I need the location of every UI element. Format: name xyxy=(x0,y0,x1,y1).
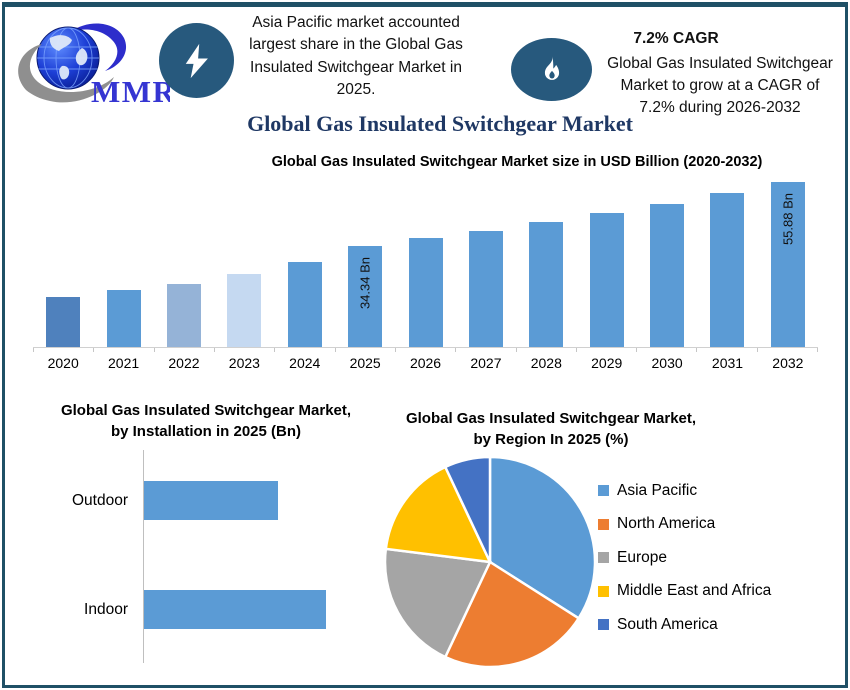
flame-badge xyxy=(511,38,592,101)
bar-column-2026 xyxy=(395,170,455,347)
category-label-indoor: Indoor xyxy=(84,600,128,618)
legend-marker-south-america xyxy=(598,619,609,631)
legend-label-europe: Europe xyxy=(617,548,667,566)
x-axis-label-2025: 2025 xyxy=(349,355,381,371)
legend-item-middle-east-and-africa: Middle East and Africa xyxy=(598,575,771,609)
bar-2023 xyxy=(227,274,262,347)
x-axis-label-2028: 2028 xyxy=(530,355,562,371)
x-axis-tick xyxy=(215,348,276,352)
bar-2027 xyxy=(468,230,503,347)
installation-y-axis-line xyxy=(143,450,144,663)
flame-icon xyxy=(544,55,559,80)
legend-marker-middle-east-and-africa xyxy=(598,585,609,597)
x-axis-label-2023: 2023 xyxy=(228,355,260,371)
mmr-logo-text: MMR xyxy=(91,74,170,106)
bar-column-2027 xyxy=(456,170,516,347)
x-axis-tick xyxy=(336,348,396,352)
installation-chart-title: Global Gas Insulated Switchgear Market, … xyxy=(60,402,352,440)
x-axis-label-2030: 2030 xyxy=(651,355,683,371)
x-axis-label-2024: 2024 xyxy=(289,355,321,371)
globe-icon xyxy=(18,23,127,103)
bar-column-2032: 55.88 Bn xyxy=(758,170,818,347)
x-axis-tick xyxy=(33,348,95,352)
x-axis-label-2022: 2022 xyxy=(168,355,200,371)
legend-label-north-america: North America xyxy=(617,515,716,533)
legend-item-europe: Europe xyxy=(598,541,771,575)
bar-indoor xyxy=(144,590,326,629)
legend-marker-asia-pacific xyxy=(598,485,609,497)
bar-column-2030 xyxy=(637,170,697,347)
bar-column-2029 xyxy=(577,170,637,347)
legend-label-asia-pacific: Asia Pacific xyxy=(617,481,698,499)
bar-2025: 34.34 Bn xyxy=(348,245,383,347)
market-size-x-axis xyxy=(33,347,819,352)
x-axis-tick xyxy=(94,348,155,352)
bar-column-2024 xyxy=(275,170,335,347)
legend-marker-europe xyxy=(598,552,609,564)
legend-item-south-america: South America xyxy=(598,608,771,642)
bar-column-2025: 34.34 Bn xyxy=(335,170,395,347)
bar-2024 xyxy=(287,262,322,347)
cagr-headline: 7.2% CAGR xyxy=(633,30,719,47)
bar-2032: 55.88 Bn xyxy=(770,182,805,347)
market-size-chart: Global Gas Insulated Switchgear Market s… xyxy=(22,148,834,383)
x-axis-label-2032: 2032 xyxy=(772,355,804,371)
market-size-x-labels: 2020 2021 2022 2023 2024 2025 2026 2027 2028 2029… xyxy=(33,355,818,371)
bar-2030 xyxy=(650,203,685,347)
bar-2026 xyxy=(408,238,443,347)
pie-slice-middle-east-and-africa xyxy=(384,465,493,564)
market-size-chart-title: Global Gas Insulated Switchgear Market s… xyxy=(271,154,763,170)
x-axis-label-2031: 2031 xyxy=(711,355,744,371)
x-axis-tick xyxy=(456,348,517,352)
bar-2031 xyxy=(710,193,745,347)
bar-value-label-2032: 55.88 Bn xyxy=(780,193,796,246)
installation-chart: Global Gas Insulated Switchgear Market, … xyxy=(15,388,387,675)
bar-2020 xyxy=(46,296,81,347)
bar-column-2021 xyxy=(93,170,153,347)
x-axis-tick xyxy=(517,348,577,352)
mmr-logo: MMR xyxy=(18,23,170,106)
x-axis-tick xyxy=(637,348,698,352)
region-legend: Asia Pacific North America Europe Middle Ea… xyxy=(598,474,771,642)
x-axis-label-2021: 2021 xyxy=(108,355,140,371)
bar-2021 xyxy=(106,290,141,347)
x-axis-tick xyxy=(697,348,758,352)
legend-item-north-america: North America xyxy=(598,508,771,542)
asia-pacific-highlight-text: Asia Pacific market accounted largest sh… xyxy=(249,14,463,99)
bar-column-2031 xyxy=(697,170,757,347)
legend-marker-north-america xyxy=(598,518,609,530)
x-axis-tick xyxy=(396,348,457,352)
legend-label-south-america: South America xyxy=(617,615,718,633)
lightning-badge xyxy=(159,23,234,98)
x-axis-tick xyxy=(758,348,819,352)
market-size-plot: 34.34 Bn 55.88 Bn xyxy=(33,170,818,347)
lightning-bolt-icon xyxy=(185,43,208,78)
bar-outdoor xyxy=(144,481,279,520)
legend-item-asia-pacific: Asia Pacific xyxy=(598,474,771,508)
region-chart-title: Global Gas Insulated Switchgear Market, … xyxy=(405,410,697,448)
cagr-description: Global Gas Insulated Switchgear Market t… xyxy=(607,55,833,116)
x-axis-tick xyxy=(275,348,336,352)
x-axis-tick xyxy=(577,348,638,352)
pie-slice-south-america xyxy=(443,455,492,563)
bar-value-label-2025: 34.34 Bn xyxy=(357,256,373,309)
pie-slice-europe xyxy=(383,547,492,659)
bar-2028 xyxy=(529,222,564,347)
bar-column-2020 xyxy=(33,170,93,347)
x-axis-label-2027: 2027 xyxy=(470,355,502,371)
page-title: Global Gas Insulated Switchgear Market xyxy=(247,111,633,136)
bar-column-2028 xyxy=(516,170,576,347)
bar-2022 xyxy=(166,283,201,347)
bar-2029 xyxy=(589,213,624,347)
region-pie xyxy=(383,455,597,669)
region-chart: Global Gas Insulated Switchgear Market, … xyxy=(380,392,846,684)
bar-column-2023 xyxy=(214,170,274,347)
x-axis-tick xyxy=(155,348,215,352)
x-axis-label-2020: 2020 xyxy=(47,355,79,371)
x-axis-label-2029: 2029 xyxy=(591,355,623,371)
x-axis-label-2026: 2026 xyxy=(409,355,442,371)
bar-column-2022 xyxy=(154,170,214,347)
legend-label-middle-east-and-africa: Middle East and Africa xyxy=(617,582,772,600)
category-label-outdoor: Outdoor xyxy=(71,491,128,509)
